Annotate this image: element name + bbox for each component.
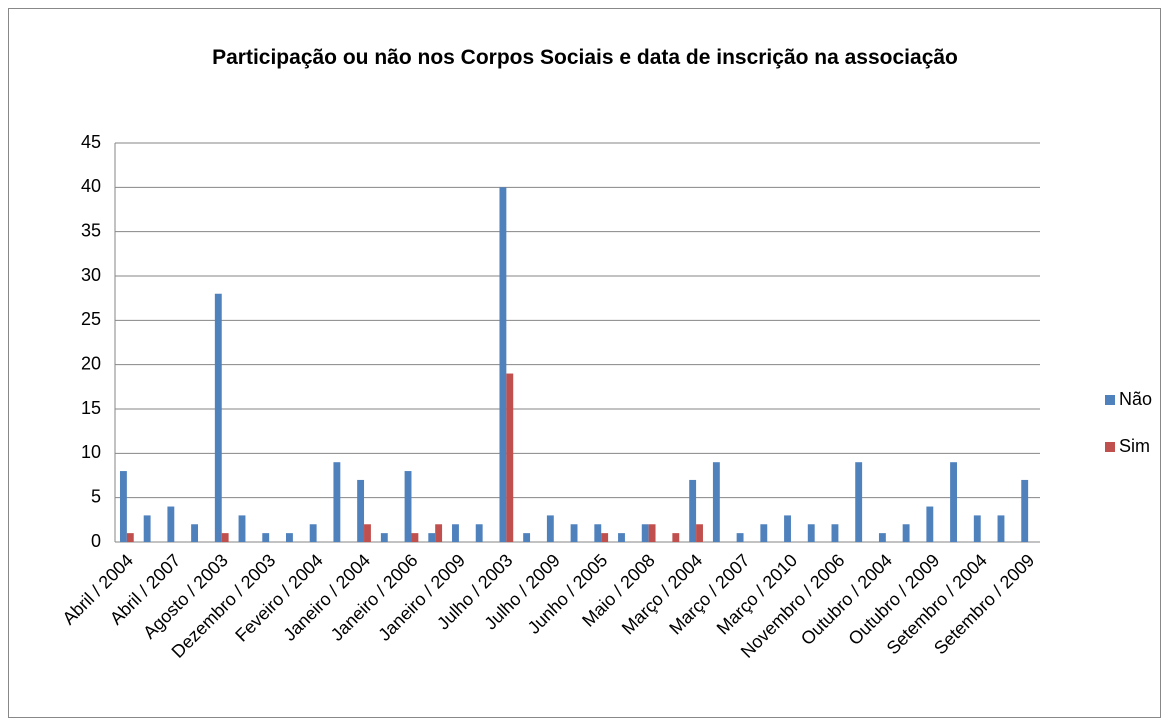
bar [601,533,609,542]
bar [784,515,791,542]
y-tick-label: 0 [91,531,101,551]
y-tick-label: 45 [81,132,101,152]
bar [760,524,768,542]
bar [333,462,341,542]
bar [973,515,981,542]
bar [435,524,443,542]
bar [238,515,246,542]
bar [736,533,744,542]
bar [712,462,720,542]
bar [997,515,1005,542]
bar [126,533,134,542]
bar [309,524,317,542]
bar [404,471,412,542]
bar [648,524,656,542]
bar [546,515,554,542]
bar [902,524,910,542]
legend-swatch [1105,442,1115,452]
bar [286,533,293,542]
bar [831,524,839,542]
bar [926,506,934,542]
bar [214,293,222,542]
bar [143,515,151,542]
y-tick-label: 30 [81,265,101,285]
bar [570,524,578,542]
bar [878,533,886,542]
bar [506,373,514,542]
legend-label: Não [1119,389,1152,409]
y-tick-label: 40 [81,176,101,196]
bar [167,506,175,542]
bar [672,533,680,542]
bar [641,524,649,542]
y-tick-label: 15 [81,398,101,418]
legend-label: Sim [1119,436,1150,456]
bar [357,479,365,542]
bar [221,533,229,542]
y-tick-label: 10 [81,442,101,462]
bar [452,524,459,542]
bar [594,524,602,542]
bar [499,187,507,543]
legend-swatch [1105,395,1115,405]
bar [119,471,127,542]
chart-title: Participação ou não nos Corpos Sociais e… [212,46,958,69]
chart-frame [8,8,1161,718]
bar [950,462,957,542]
bar [855,462,863,542]
y-tick-label: 25 [81,309,101,329]
bar [689,479,697,542]
bar [475,524,483,542]
bar [618,533,625,542]
bar [428,533,436,542]
bar [191,524,199,542]
y-tick-label: 5 [91,486,101,506]
bar [807,524,815,542]
bar [364,524,371,542]
bar [523,533,531,542]
y-tick-label: 35 [81,220,101,240]
bar [411,533,419,542]
y-tick-label: 20 [81,353,101,373]
bar [380,533,388,542]
bar [696,524,703,542]
bar [262,533,270,542]
bar [1021,479,1029,542]
